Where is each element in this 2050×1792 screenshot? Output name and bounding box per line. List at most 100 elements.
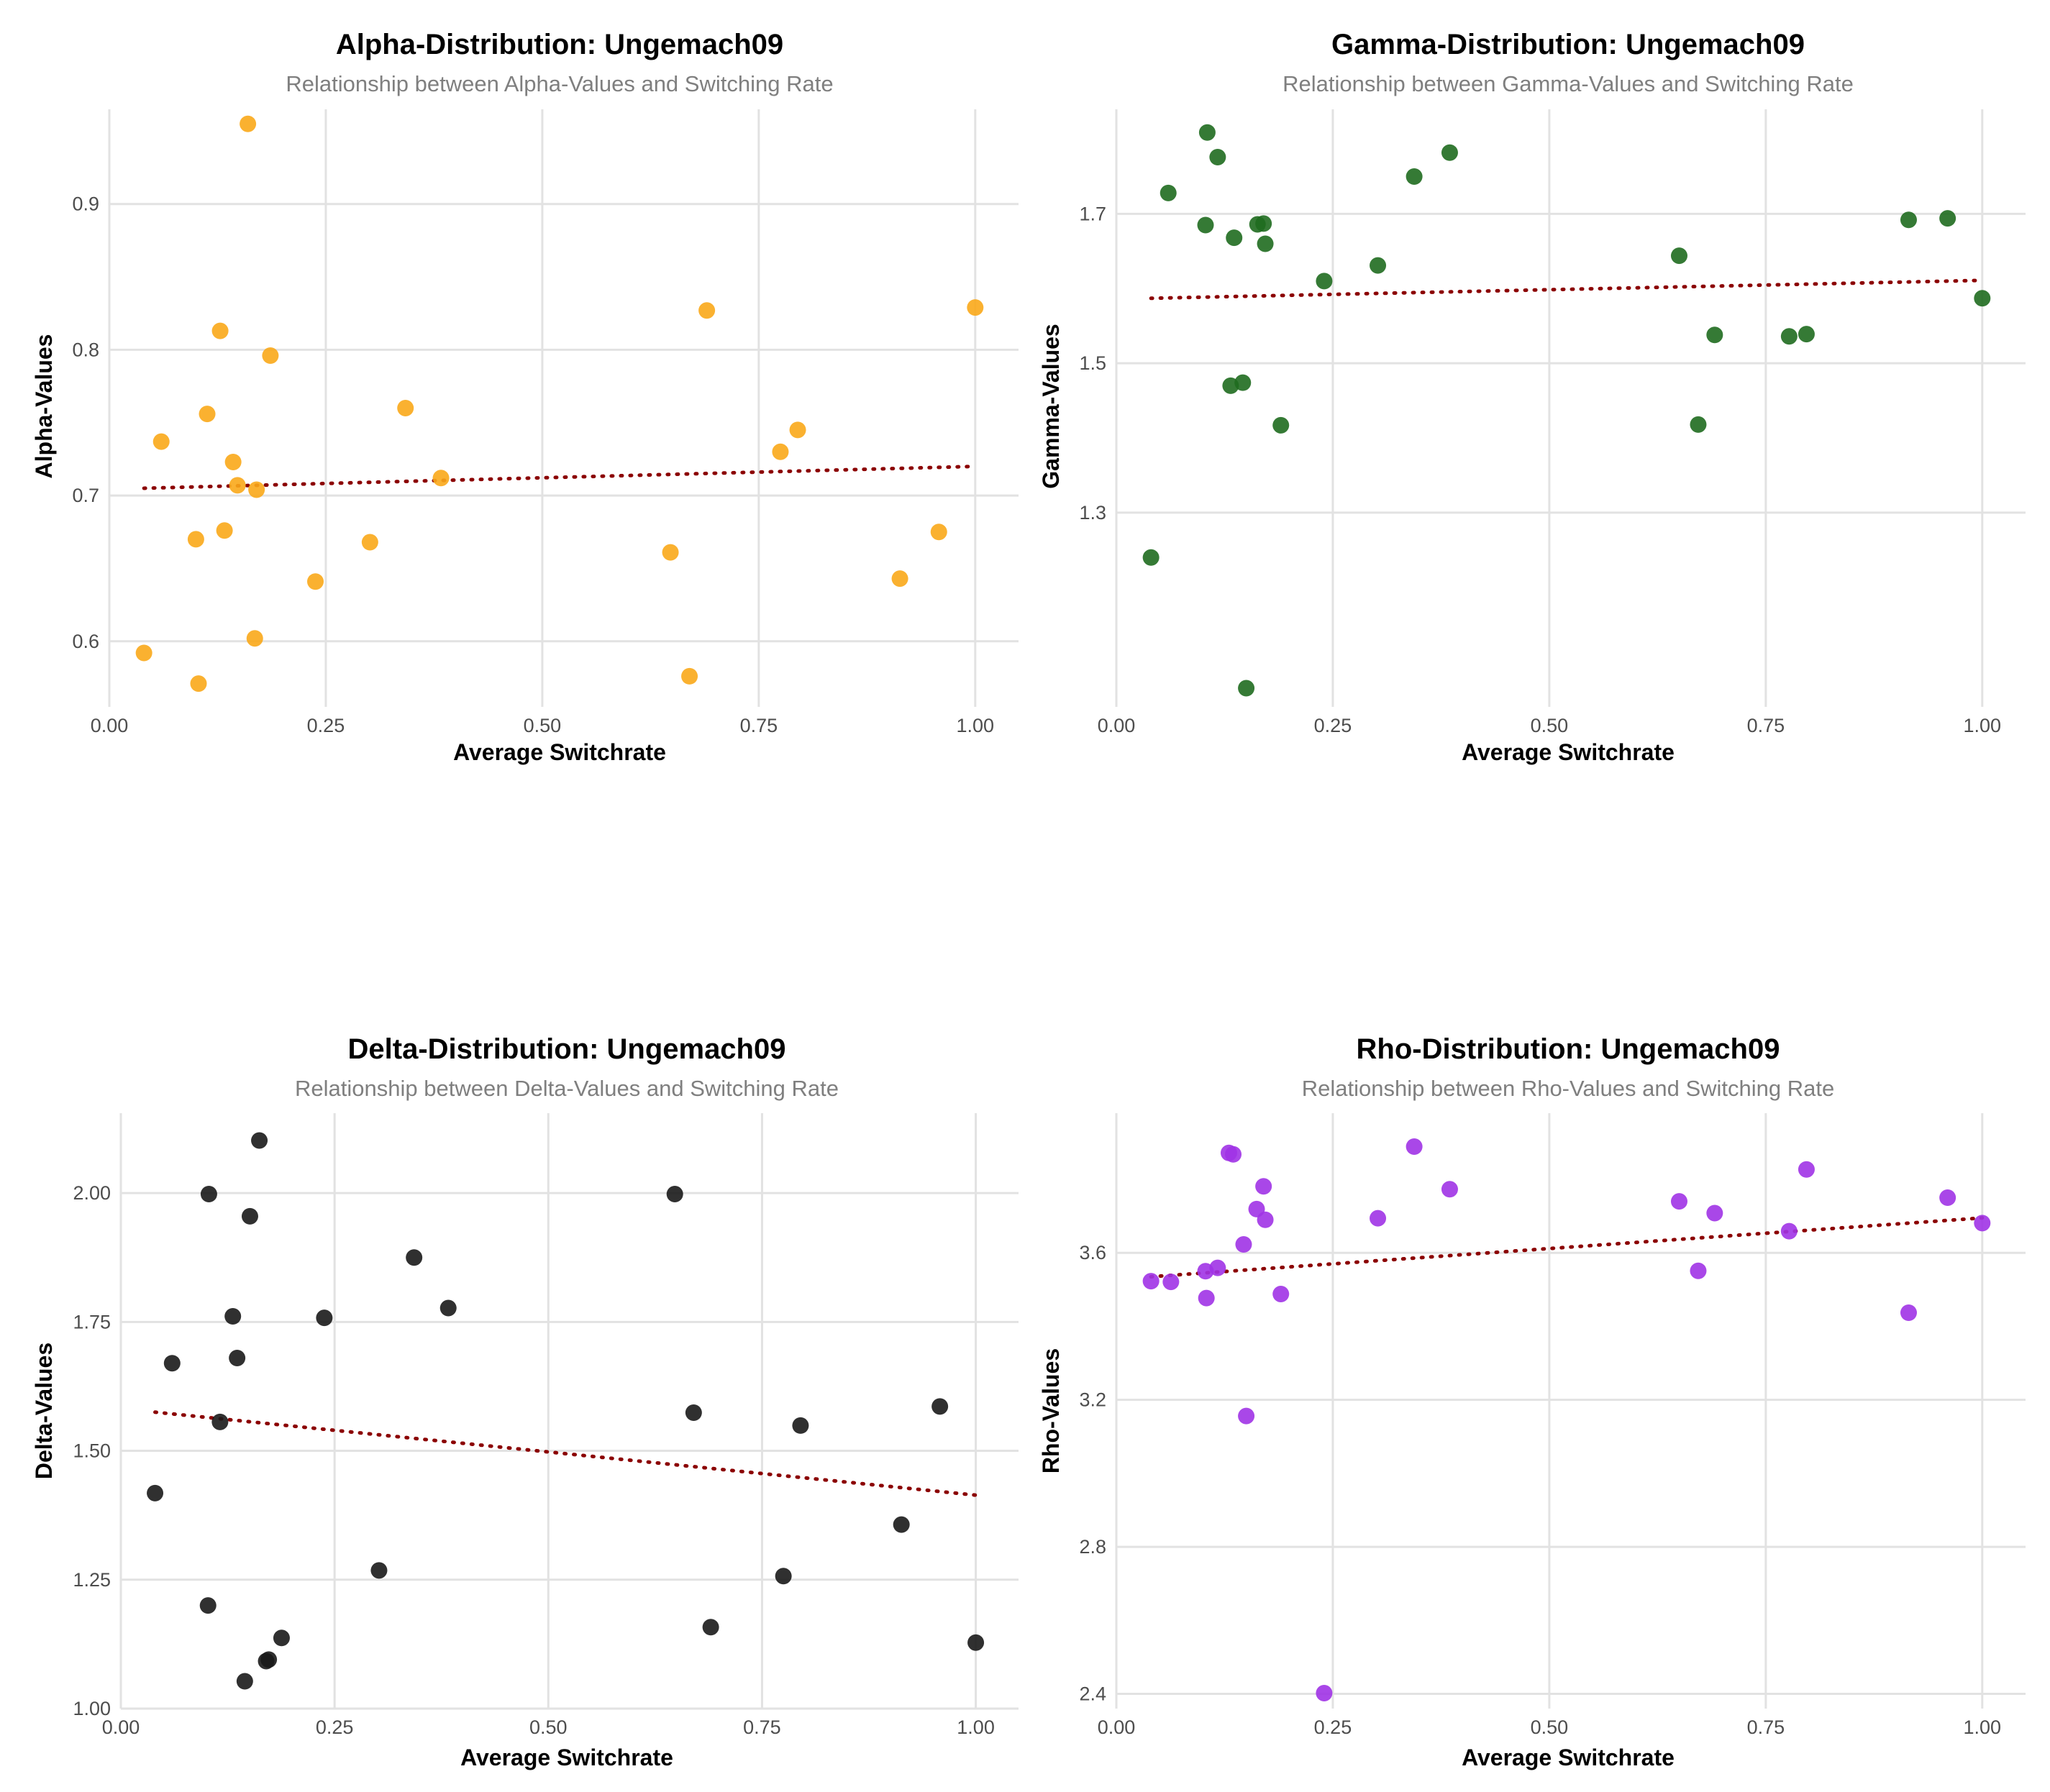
delta-point	[792, 1417, 809, 1434]
alpha-point	[681, 667, 698, 685]
alpha-x-tick-label: 0.75	[740, 715, 778, 736]
gamma-point	[1706, 326, 1723, 344]
alpha-y-tick-label: 0.7	[72, 485, 99, 506]
rho-x-axis-label: Average Switchrate	[1462, 1745, 1675, 1770]
rho-point	[1690, 1262, 1707, 1279]
rho-x-tick-label: 0.75	[1747, 1716, 1785, 1738]
delta-point	[931, 1398, 949, 1415]
delta-point	[893, 1516, 910, 1533]
delta-x-tick-label: 0.00	[102, 1716, 140, 1738]
gamma-x-tick-label: 0.25	[1314, 715, 1352, 736]
rho-point	[1441, 1181, 1458, 1198]
gamma-plot-area: 0.00 0.25 0.50 0.75 1.00 1.3 1.5 1.7	[1079, 109, 2026, 736]
gamma-point	[1234, 374, 1252, 391]
delta-point	[775, 1568, 792, 1585]
rho-point	[1225, 1146, 1242, 1163]
alpha-point	[229, 477, 246, 494]
delta-x-tick-label: 0.75	[743, 1716, 781, 1738]
delta-x-axis-label: Average Switchrate	[460, 1745, 673, 1770]
alpha-point	[199, 406, 216, 423]
gamma-point	[1370, 257, 1387, 274]
delta-x-tick-label: 1.00	[957, 1716, 995, 1738]
rho-trend-line	[1149, 1216, 1985, 1279]
alpha-point	[930, 524, 947, 541]
gamma-point	[1226, 229, 1243, 247]
alpha-point	[662, 544, 679, 561]
alpha-y-tick-label: 0.8	[72, 339, 99, 360]
rho-panel: Rho-Distribution: Ungemach09 Relationshi…	[1038, 1033, 2026, 1770]
alpha-title: Alpha-Distribution: Ungemach09	[336, 29, 783, 60]
gamma-point	[1238, 680, 1255, 697]
rho-point	[1370, 1210, 1387, 1227]
gamma-y-tick-label: 1.5	[1079, 352, 1106, 374]
gamma-point	[1974, 290, 1991, 307]
rho-point	[1235, 1235, 1252, 1253]
rho-y-tick-label: 2.8	[1079, 1536, 1106, 1558]
delta-point	[685, 1404, 702, 1422]
delta-subtitle: Relationship between Delta-Values and Sw…	[295, 1076, 839, 1101]
alpha-point	[187, 531, 204, 548]
delta-point	[251, 1132, 268, 1149]
rho-x-tick-label: 0.25	[1314, 1716, 1352, 1738]
alpha-point	[240, 115, 257, 132]
delta-plot-area: 0.00 0.25 0.50 0.75 1.00 1.00 1.25 1.50 1.75 2.00	[73, 1113, 1019, 1738]
delta-point	[229, 1350, 246, 1367]
alpha-point	[397, 400, 414, 416]
gamma-point	[1257, 235, 1274, 252]
gamma-x-axis-label: Average Switchrate	[1462, 739, 1675, 765]
gamma-point	[1690, 416, 1707, 433]
alpha-point	[135, 644, 152, 662]
rho-point	[1406, 1138, 1423, 1156]
delta-point	[200, 1186, 217, 1203]
gamma-x-tick-label: 0.00	[1098, 715, 1136, 736]
rho-subtitle: Relationship between Rho-Values and Swit…	[1302, 1076, 1834, 1101]
gamma-point	[1198, 124, 1216, 141]
delta-y-tick-label: 2.00	[73, 1182, 111, 1204]
gamma-point	[1272, 416, 1290, 434]
rho-point	[1900, 1304, 1917, 1322]
rho-x-tick-label: 0.00	[1098, 1716, 1136, 1738]
alpha-y-tick-label: 0.6	[72, 631, 99, 652]
gamma-panel: Gamma-Distribution: Ungemach09 Relations…	[1038, 29, 2026, 765]
rho-title: Rho-Distribution: Ungemach09	[1357, 1033, 1780, 1065]
rho-x-tick-label: 0.50	[1531, 1716, 1569, 1738]
gamma-point	[1197, 216, 1214, 234]
rho-point	[1780, 1222, 1798, 1240]
gamma-x-tick-label: 0.50	[1531, 715, 1569, 736]
rho-point	[1162, 1274, 1180, 1291]
gamma-point	[1255, 215, 1272, 232]
rho-point	[1272, 1285, 1290, 1302]
gamma-x-tick-label: 0.75	[1747, 715, 1785, 736]
delta-point	[163, 1355, 181, 1372]
rho-point	[1939, 1189, 1956, 1207]
rho-point	[1706, 1204, 1723, 1222]
delta-point	[406, 1249, 423, 1266]
alpha-x-tick-label: 0.50	[524, 715, 562, 736]
delta-y-axis-label: Delta-Values	[31, 1343, 57, 1479]
alpha-x-axis-label: Average Switchrate	[453, 739, 666, 765]
delta-point	[439, 1299, 457, 1317]
rho-point	[1316, 1685, 1333, 1702]
gamma-y-tick-label: 1.7	[1079, 203, 1106, 224]
delta-point	[260, 1651, 278, 1668]
gamma-point	[1209, 148, 1226, 165]
alpha-point	[307, 573, 324, 590]
alpha-point	[246, 630, 263, 647]
alpha-x-tick-label: 1.00	[957, 715, 995, 736]
delta-y-tick-label: 1.25	[73, 1569, 111, 1591]
alpha-point	[224, 453, 242, 470]
delta-x-tick-label: 0.25	[316, 1716, 354, 1738]
delta-point	[273, 1629, 290, 1647]
alpha-point	[432, 470, 450, 487]
delta-y-tick-label: 1.00	[73, 1698, 111, 1719]
gamma-point	[1142, 549, 1160, 566]
rho-point	[1798, 1161, 1815, 1178]
delta-y-tick-label: 1.50	[73, 1440, 111, 1462]
gamma-subtitle: Relationship between Gamma-Values and Sw…	[1283, 71, 1854, 96]
gamma-y-axis-label: Gamma-Values	[1038, 324, 1064, 488]
gamma-trend-line	[1149, 278, 1985, 301]
rho-point	[1670, 1193, 1687, 1210]
rho-point	[1142, 1273, 1160, 1290]
alpha-y-tick-label: 0.9	[72, 193, 99, 215]
